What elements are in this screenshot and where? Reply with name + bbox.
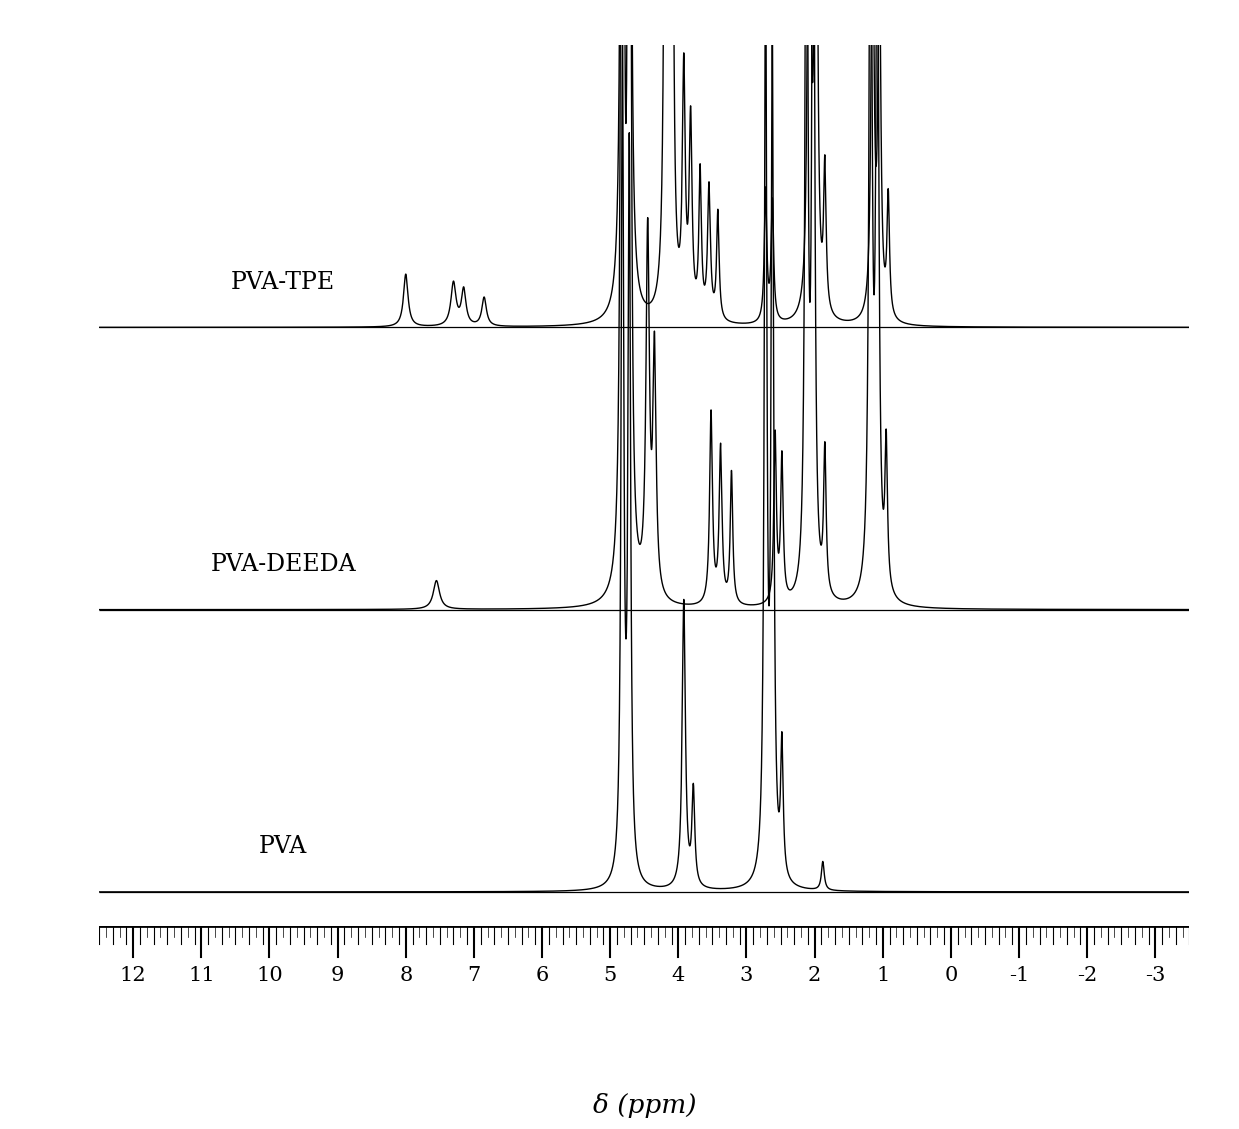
Text: 1: 1 — [876, 966, 890, 986]
Text: 11: 11 — [188, 966, 214, 986]
Text: PVA-DEEDA: PVA-DEEDA — [211, 553, 356, 576]
Text: 2: 2 — [808, 966, 821, 986]
Text: 4: 4 — [672, 966, 685, 986]
Text: 7: 7 — [467, 966, 481, 986]
Text: 9: 9 — [331, 966, 344, 986]
Text: -2: -2 — [1077, 966, 1098, 986]
Text: δ (ppm): δ (ppm) — [592, 1093, 696, 1118]
Text: 8: 8 — [399, 966, 413, 986]
Text: 12: 12 — [120, 966, 146, 986]
Text: -1: -1 — [1009, 966, 1030, 986]
Text: PVA-TPE: PVA-TPE — [230, 271, 336, 294]
Text: 10: 10 — [256, 966, 282, 986]
Text: -3: -3 — [1145, 966, 1166, 986]
Text: 6: 6 — [535, 966, 549, 986]
Text: PVA: PVA — [259, 835, 307, 858]
Text: 3: 3 — [740, 966, 753, 986]
Text: 5: 5 — [603, 966, 617, 986]
Text: 0: 0 — [944, 966, 958, 986]
